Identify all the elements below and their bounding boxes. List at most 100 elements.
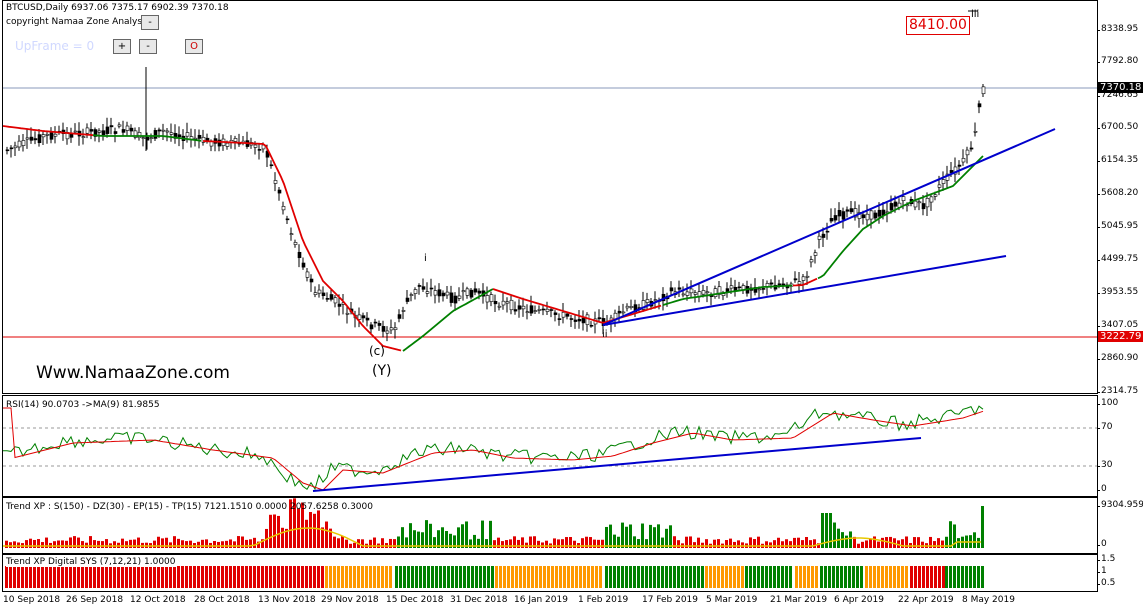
candle-body bbox=[445, 291, 450, 296]
candle-body bbox=[529, 305, 534, 314]
candle-body bbox=[969, 147, 974, 150]
trend-xp-pane[interactable]: Trend XP : S(150) - DZ(30) - EP(15) - TP… bbox=[2, 497, 1098, 554]
candle-body bbox=[929, 196, 934, 203]
trend-xp-bar bbox=[781, 541, 784, 548]
price-tick: 3953.55 bbox=[1096, 287, 1139, 297]
trend-xp-bar bbox=[325, 521, 328, 548]
digital-axis: 1.5 1 0.5 bbox=[1096, 554, 1143, 591]
trend-xp-bar bbox=[713, 539, 716, 548]
trend-xp-bar bbox=[437, 530, 440, 548]
candle-body bbox=[565, 313, 570, 317]
candle-body bbox=[89, 129, 94, 132]
trend-xp-canvas bbox=[3, 498, 984, 548]
trend-xp-bar bbox=[29, 538, 32, 548]
price-chart-canvas bbox=[3, 10, 1097, 352]
trend-xp-bar bbox=[477, 538, 480, 548]
trend-xp-bar bbox=[813, 539, 816, 548]
candle-body bbox=[629, 306, 634, 308]
candle-body bbox=[277, 189, 282, 194]
candle-body bbox=[489, 294, 494, 302]
trend-xp-bar bbox=[601, 539, 604, 548]
candle-body bbox=[561, 311, 566, 318]
candle-body bbox=[397, 314, 402, 319]
candle-body bbox=[573, 319, 578, 322]
candle-body bbox=[537, 309, 542, 311]
trend-xp-bar bbox=[917, 537, 920, 548]
trend-xp-bar bbox=[829, 513, 832, 548]
trend-xp-bar bbox=[921, 541, 924, 548]
digital-sys-header: Trend XP Digital SYS (7,12,21) 1.0000 bbox=[6, 557, 176, 567]
digital-sys-bar bbox=[253, 566, 256, 588]
candle-body bbox=[893, 201, 898, 207]
digital-sys-bar bbox=[17, 566, 20, 588]
digital-sys-bar bbox=[365, 566, 368, 588]
candle-body bbox=[437, 289, 442, 297]
digital-sys-bar bbox=[531, 566, 534, 588]
trend-xp-bar bbox=[173, 536, 176, 548]
digital-sys-bar bbox=[301, 566, 304, 588]
trend-xp-bar bbox=[501, 541, 504, 548]
price-tick: 6154.35 bbox=[1096, 155, 1139, 165]
candle-body bbox=[805, 275, 810, 278]
digital-sys-bar bbox=[5, 566, 8, 588]
trend-xp-bar bbox=[33, 539, 36, 548]
wave-y-label: (Y) bbox=[372, 363, 392, 379]
price-chart-pane[interactable]: BTCUSD,Daily 6937.06 7375.17 6902.39 737… bbox=[2, 0, 1098, 394]
trend-xp-bar bbox=[441, 527, 444, 548]
candle-body bbox=[497, 305, 502, 308]
chart-header: BTCUSD,Daily 6937.06 7375.17 6902.39 737… bbox=[6, 3, 229, 13]
trend-xp-bar bbox=[661, 537, 664, 548]
trend-xp-bar bbox=[805, 537, 808, 548]
candle-body bbox=[757, 288, 762, 291]
trend-xp-bar bbox=[125, 541, 128, 548]
digital-sys-bar bbox=[89, 566, 92, 588]
candle-body bbox=[269, 164, 274, 167]
candle-body bbox=[217, 139, 222, 147]
digital-sys-bar bbox=[869, 566, 872, 588]
digital-sys-bar bbox=[945, 566, 948, 588]
digital-sys-bar bbox=[225, 566, 228, 588]
frame-minus-button[interactable]: - bbox=[139, 39, 157, 54]
candle-body bbox=[761, 288, 766, 290]
digital-sys-bar bbox=[961, 566, 964, 588]
candle-body bbox=[701, 290, 706, 295]
trend-xp-bar bbox=[733, 541, 736, 548]
price-tick: 5045.95 bbox=[1096, 221, 1139, 231]
digital-sys-bar bbox=[293, 566, 296, 588]
price-tick: 6700.50 bbox=[1096, 122, 1139, 132]
digital-sys-bar bbox=[45, 566, 48, 588]
frame-minus-button-top[interactable]: - bbox=[141, 15, 159, 30]
digital-sys-bar bbox=[431, 566, 434, 588]
digital-sys-bar bbox=[547, 566, 550, 588]
digital-sys-bar bbox=[269, 566, 272, 588]
trend-xp-bar bbox=[673, 536, 676, 548]
trend-xp-bar bbox=[185, 541, 188, 548]
trend-xp-bar bbox=[665, 528, 668, 548]
digital-sys-bar bbox=[381, 566, 384, 588]
candle-body bbox=[85, 127, 90, 134]
copyright-text: copyright Namaa Zone Analysis bbox=[6, 17, 150, 27]
trend-xp-bar bbox=[345, 539, 348, 548]
reset-o-button[interactable]: O bbox=[185, 39, 203, 54]
rsi-pane[interactable]: RSI(14) 90.0703 ->MA(9) 81.9855 bbox=[2, 395, 1098, 497]
digital-sys-bar bbox=[641, 566, 644, 588]
trend-xp-bar bbox=[913, 537, 916, 548]
trend-xp-bar bbox=[801, 540, 804, 548]
trend-xp-bar bbox=[837, 528, 840, 548]
candle-body bbox=[273, 180, 278, 184]
digital-sys-bar bbox=[479, 566, 482, 588]
frame-plus-button[interactable]: + bbox=[113, 39, 131, 54]
digital-sys-bar bbox=[973, 566, 976, 588]
trend-xp-bar bbox=[777, 537, 780, 548]
digital-sys-bar bbox=[217, 566, 220, 588]
candle-body bbox=[925, 197, 930, 208]
candle-body bbox=[921, 203, 926, 210]
digital-sys-bar bbox=[475, 566, 478, 588]
digital-sys-pane[interactable]: Trend XP Digital SYS (7,12,21) 1.0000 bbox=[2, 554, 1098, 592]
digital-sys-bar bbox=[289, 566, 292, 588]
trend-xp-bar bbox=[617, 536, 620, 548]
candle-body bbox=[457, 295, 462, 299]
trend-xp-bar bbox=[241, 536, 244, 548]
digital-sys-bar bbox=[621, 566, 624, 588]
wave-c-label: (c) bbox=[369, 344, 385, 358]
